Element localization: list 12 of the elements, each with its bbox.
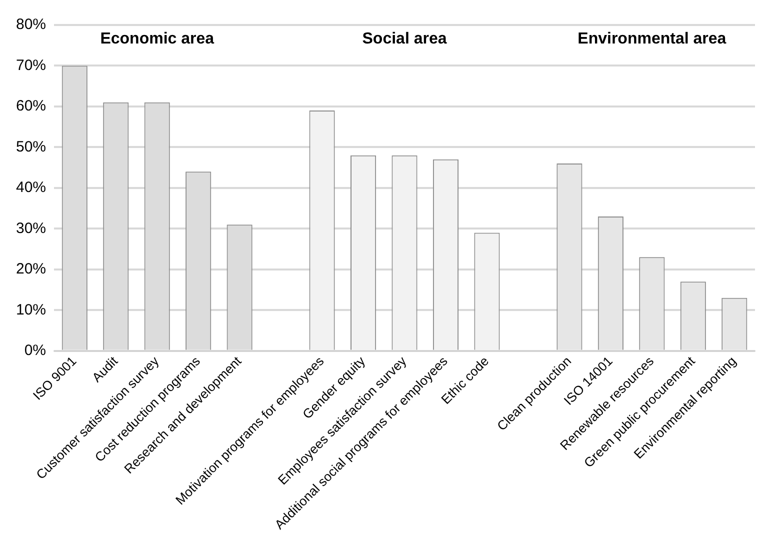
annotation: Social area xyxy=(362,30,447,48)
y-tick-label: 80% xyxy=(16,16,46,34)
y-tick-label: 60% xyxy=(16,98,46,115)
y-tick-label: 50% xyxy=(16,138,46,156)
y-tick-label: 20% xyxy=(16,260,46,278)
y-tick-label: 10% xyxy=(16,301,46,318)
y-tick-label: 70% xyxy=(16,56,46,74)
annotation: Economic area xyxy=(100,30,214,48)
annotation: Environmental area xyxy=(578,30,726,48)
y-tick-label: 30% xyxy=(16,220,46,237)
y-tick-label: 0% xyxy=(24,342,46,360)
y-tick-label: 40% xyxy=(16,179,46,196)
